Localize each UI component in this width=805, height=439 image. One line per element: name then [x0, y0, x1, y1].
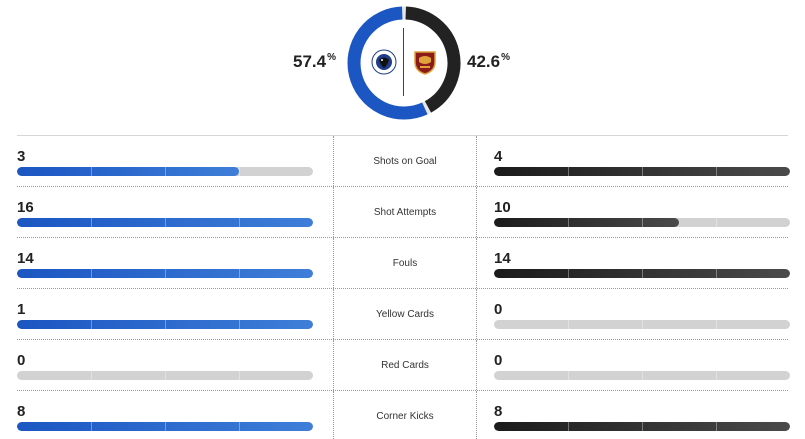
away-stat-bar [494, 371, 790, 380]
bar-segment-tick [568, 167, 569, 176]
away-stat-bar-fill [494, 269, 790, 278]
stat-label-cell: Red Cards [333, 340, 477, 390]
stat-label: Shots on Goal [373, 156, 437, 167]
away-stat-bar-fill [494, 218, 679, 227]
bar-segment-tick [239, 422, 240, 431]
stat-label-cell: Corner Kicks [333, 391, 477, 439]
away-stat-bar [494, 269, 790, 278]
home-stat-value: 14 [17, 250, 34, 267]
stat-row: 0 Red Cards 0 [17, 340, 790, 391]
stat-label: Corner Kicks [376, 411, 434, 422]
away-stat-value: 14 [494, 250, 511, 267]
bar-segment-tick [716, 320, 717, 329]
home-stat-value: 3 [17, 148, 26, 165]
home-stat-bar [17, 167, 313, 176]
bar-segment-tick [716, 167, 717, 176]
possession-divider [403, 28, 404, 96]
home-possession: 57.4% [293, 52, 336, 71]
home-stat-value: 16 [17, 199, 34, 216]
bar-segment-tick [165, 422, 166, 431]
bar-segment-tick [568, 218, 569, 227]
home-stat-value: 1 [17, 301, 26, 318]
possession-header: 57.4% 42.6% [0, 0, 805, 126]
bar-segment-tick [239, 167, 240, 176]
stat-row: 1 Yellow Cards 0 [17, 289, 790, 340]
away-stat-value: 8 [494, 403, 503, 420]
bar-segment-tick [642, 422, 643, 431]
bar-segment-tick [239, 218, 240, 227]
bar-segment-tick [91, 167, 92, 176]
bar-segment-tick [716, 269, 717, 278]
bar-segment-tick [642, 371, 643, 380]
home-stat-bar-fill [17, 218, 313, 227]
bar-segment-tick [165, 218, 166, 227]
stat-label: Red Cards [381, 360, 429, 371]
away-stat-value: 4 [494, 148, 503, 165]
home-stat-bar-fill [17, 269, 313, 278]
home-stat-bar-fill [17, 422, 313, 431]
away-stat-bar [494, 218, 790, 227]
bar-segment-tick [716, 371, 717, 380]
bar-segment-tick [568, 422, 569, 431]
stat-label: Fouls [392, 258, 418, 269]
bar-segment-tick [642, 218, 643, 227]
away-stat-bar [494, 320, 790, 329]
bar-segment-tick [165, 167, 166, 176]
bar-segment-tick [91, 371, 92, 380]
bar-segment-tick [91, 269, 92, 278]
home-stat-bar [17, 422, 313, 431]
stat-row: 8 Corner Kicks 8 [17, 391, 790, 439]
stat-row: 3 Shots on Goal 4 [17, 136, 790, 187]
roma-crest-icon [414, 51, 436, 75]
bar-segment-tick [568, 320, 569, 329]
stat-label: Yellow Cards [376, 309, 434, 320]
home-possession-arc [347, 6, 428, 120]
bar-segment-tick [165, 371, 166, 380]
away-stat-value: 0 [494, 352, 503, 369]
bar-segment-tick [91, 320, 92, 329]
away-stat-bar-fill [494, 422, 790, 431]
bar-segment-tick [91, 218, 92, 227]
away-possession-arc [405, 6, 461, 113]
bar-segment-tick [642, 320, 643, 329]
bar-segment-tick [716, 422, 717, 431]
home-stat-bar [17, 371, 313, 380]
home-stat-bar [17, 218, 313, 227]
bar-segment-tick [568, 269, 569, 278]
home-stat-bar-fill [17, 167, 239, 176]
bar-segment-tick [239, 371, 240, 380]
away-stat-bar-fill [494, 167, 790, 176]
bar-segment-tick [165, 320, 166, 329]
stat-label-cell: Shots on Goal [333, 136, 477, 186]
atalanta-crest-icon [371, 49, 397, 75]
stat-label: Shot Attempts [373, 207, 437, 218]
bar-segment-tick [642, 269, 643, 278]
stat-label-cell: Shot Attempts [333, 187, 477, 237]
bar-segment-tick [568, 371, 569, 380]
away-stat-value: 10 [494, 199, 511, 216]
away-possession: 42.6% [467, 52, 510, 71]
away-stat-bar [494, 422, 790, 431]
bar-segment-tick [642, 167, 643, 176]
bar-segment-tick [165, 269, 166, 278]
home-stat-value: 8 [17, 403, 26, 420]
possession-donut [347, 6, 461, 120]
stat-label-cell: Fouls [333, 238, 477, 288]
home-stat-bar [17, 320, 313, 329]
stats-table: 3 Shots on Goal 4 16 Shot Attempts 10 14 Fouls 1… [17, 135, 790, 439]
home-stat-bar-fill [17, 320, 313, 329]
stat-row: 14 Fouls 14 [17, 238, 790, 289]
stat-row: 16 Shot Attempts 10 [17, 187, 790, 238]
away-stat-value: 0 [494, 301, 503, 318]
bar-segment-tick [239, 269, 240, 278]
away-stat-bar [494, 167, 790, 176]
stat-label-cell: Yellow Cards [333, 289, 477, 339]
home-stat-bar [17, 269, 313, 278]
bar-segment-tick [716, 218, 717, 227]
home-stat-value: 0 [17, 352, 26, 369]
bar-segment-tick [91, 422, 92, 431]
bar-segment-tick [239, 320, 240, 329]
